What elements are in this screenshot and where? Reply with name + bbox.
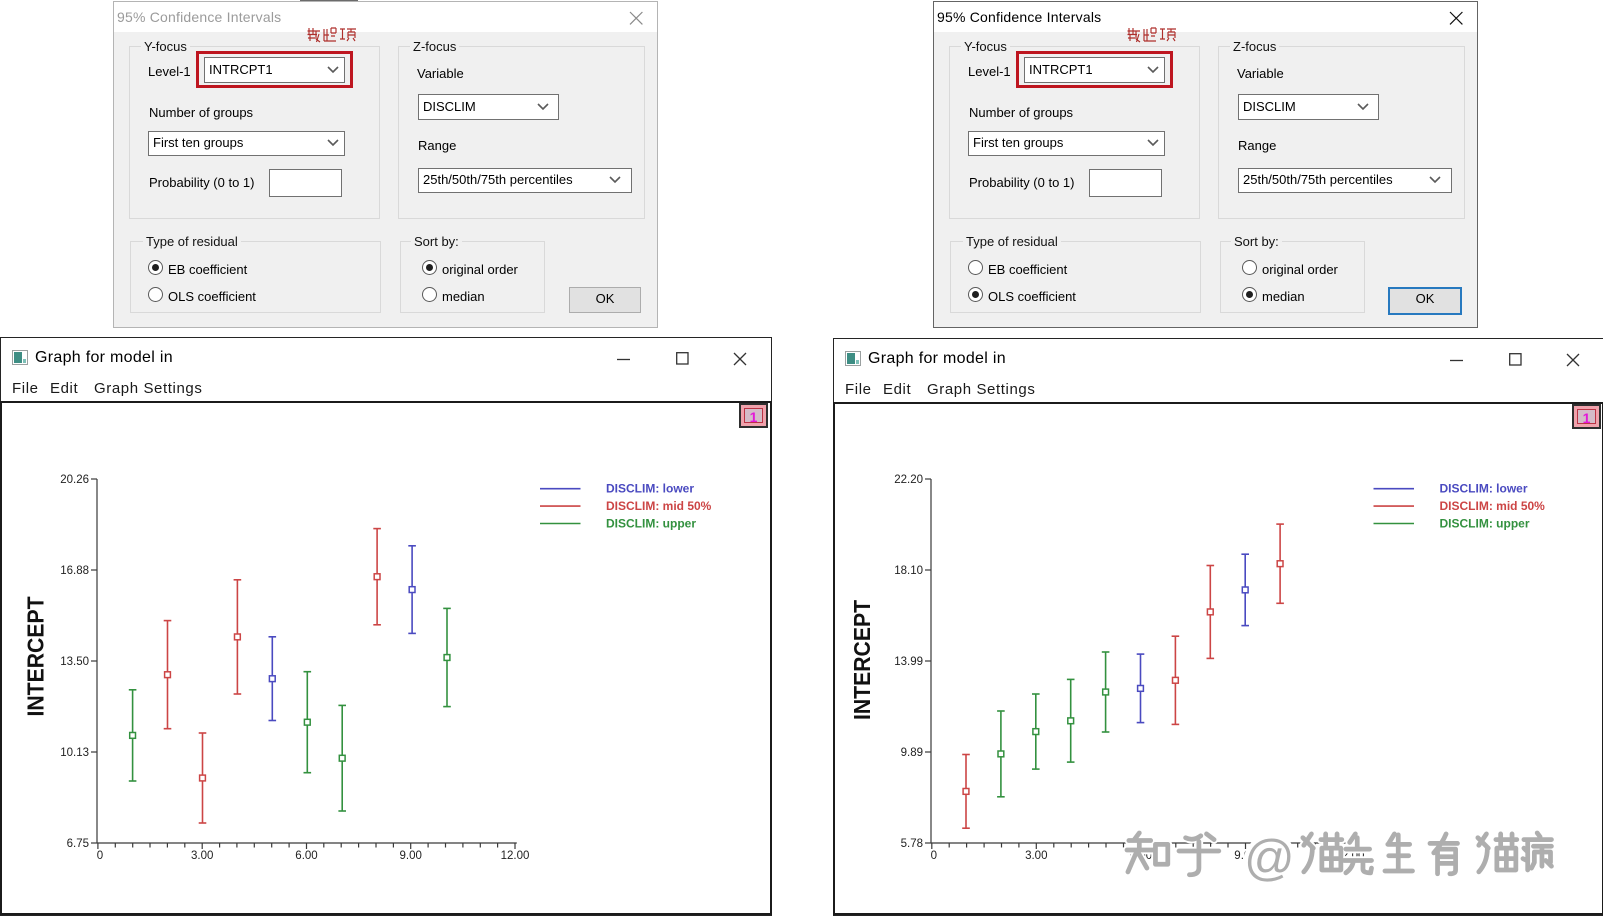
svg-text:9.89: 9.89 xyxy=(901,747,923,759)
svg-text:6.75: 6.75 xyxy=(67,838,89,850)
svg-text:3.00: 3.00 xyxy=(1025,850,1047,862)
svg-text:9.00: 9.00 xyxy=(400,850,422,862)
svg-text:DISCLIM: upper: DISCLIM: upper xyxy=(606,517,696,531)
svg-text:DISCLIM: upper: DISCLIM: upper xyxy=(1440,517,1530,531)
svg-text:9.00: 9.00 xyxy=(1234,850,1256,862)
svg-text:0: 0 xyxy=(97,850,103,862)
svg-text:10.13: 10.13 xyxy=(60,747,89,759)
svg-text:@: @ xyxy=(1244,830,1295,884)
svg-text:0: 0 xyxy=(931,850,937,862)
svg-text:12.00: 12.00 xyxy=(501,850,530,862)
svg-text:INTERCEPT: INTERCEPT xyxy=(849,600,875,720)
svg-text:3.00: 3.00 xyxy=(191,850,213,862)
svg-text:16.88: 16.88 xyxy=(60,565,89,577)
svg-text:22.20: 22.20 xyxy=(894,474,923,486)
svg-text:DISCLIM: lower: DISCLIM: lower xyxy=(1440,482,1528,496)
svg-text:DISCLIM: mid 50%: DISCLIM: mid 50% xyxy=(606,499,712,513)
svg-text:INTERCEPT: INTERCEPT xyxy=(23,597,49,717)
svg-text:DISCLIM: mid 50%: DISCLIM: mid 50% xyxy=(1440,499,1546,513)
svg-text:20.26: 20.26 xyxy=(60,474,89,486)
svg-text:18.10: 18.10 xyxy=(894,565,923,577)
svg-text:5.78: 5.78 xyxy=(901,838,923,850)
svg-text:DISCLIM: lower: DISCLIM: lower xyxy=(606,482,694,496)
svg-text:13.99: 13.99 xyxy=(894,656,923,668)
svg-text:13.50: 13.50 xyxy=(60,656,89,668)
svg-text:@: @ xyxy=(1244,830,1295,884)
svg-text:6.00: 6.00 xyxy=(295,850,317,862)
